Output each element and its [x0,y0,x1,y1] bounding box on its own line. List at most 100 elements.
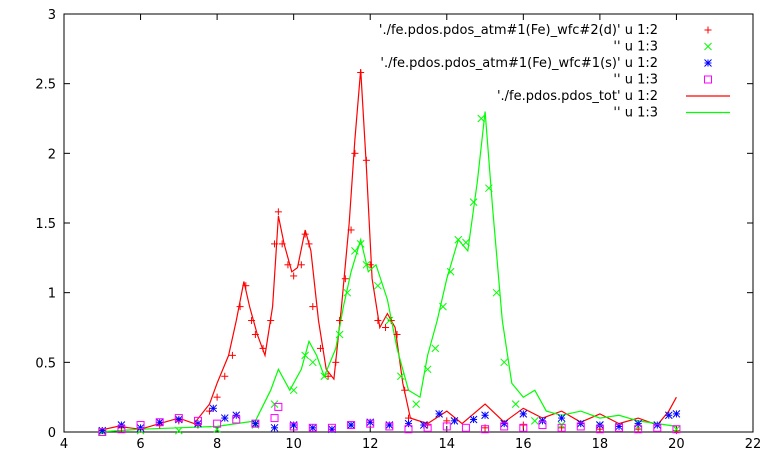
data-point [431,344,440,353]
data-point [232,415,241,424]
data-point [309,303,317,311]
data-point [213,393,221,401]
series-4 [98,69,677,432]
data-point [155,418,164,427]
data-point [477,114,486,123]
x-tick-label: 14 [439,437,456,452]
data-point [308,358,317,367]
legend-marker-sample [704,26,712,34]
data-point [615,423,624,432]
data-point [519,421,527,429]
data-point [351,247,359,255]
data-point [500,358,509,367]
x-tick-label: 16 [515,437,532,452]
legend-entry: '' u 1:3 [613,40,712,55]
legend-label: '' u 1:3 [613,73,658,88]
data-point [248,317,256,325]
data-point [251,419,260,428]
legend-marker-sample [704,42,712,51]
data-point [374,281,382,290]
series-1 [98,114,681,436]
data-point [347,421,355,429]
data-point [442,422,451,431]
data-point [576,419,585,428]
legend-entry: './fe.pdos.pdos_atm#1(Fe)_wfc#2(d)' u 1:… [379,23,712,38]
data-point [209,404,218,413]
data-point [382,324,390,331]
data-point [481,425,490,434]
data-point [557,423,566,432]
data-point [193,416,202,425]
data-point [341,275,349,283]
data-point [357,69,365,77]
data-point [336,317,344,325]
series-5 [98,111,677,433]
legend-label: './fe.pdos.pdos_atm#1(Fe)_wfc#1(s)' u 1:… [380,56,658,71]
data-point [492,288,501,297]
data-point [519,423,528,432]
series-layer [98,69,681,436]
data-point [205,407,213,415]
data-point [362,260,371,269]
legend-entry: '' u 1:3 [613,73,712,88]
legend-entry: '' u 1:3 [613,106,730,121]
series-line [98,111,677,433]
data-point [511,400,520,408]
data-point [366,261,374,269]
data-point [236,303,244,311]
data-point [332,358,340,366]
data-point [461,423,470,432]
x-tick-label: 6 [136,437,144,452]
data-point [327,423,336,432]
data-point [251,330,259,338]
legend-label: './fe.pdos.pdos_atm#1(Fe)_wfc#2(d)' u 1:… [379,23,658,38]
data-point [423,365,432,374]
data-point [672,410,681,418]
data-point [194,419,202,428]
data-point [351,149,359,157]
data-point [538,416,547,425]
data-point [634,425,643,434]
data-point [301,230,309,238]
data-point [439,302,447,311]
data-point [117,421,126,429]
data-point [267,317,275,325]
x-tick-label: 20 [668,437,685,452]
data-point [481,411,489,420]
data-point [423,423,432,432]
data-point [289,386,298,395]
data-point [232,411,241,420]
data-point [320,372,329,381]
data-point [412,400,421,408]
data-point [297,261,305,269]
data-point [259,344,267,352]
data-point [653,423,662,432]
data-point [324,372,332,380]
data-point [284,261,292,269]
y-tick-label: 2 [48,147,56,162]
data-point [316,344,324,352]
data-point [305,240,313,248]
data-point [213,419,222,428]
series-line [98,69,677,432]
data-point [557,421,566,429]
data-point [308,423,317,432]
legend-label: './fe.pdos.pdos_tot' u 1:2 [497,89,658,104]
data-point [485,184,493,193]
data-point [672,425,681,434]
data-point [596,421,604,429]
data-point [117,425,126,434]
data-point [274,402,283,411]
data-point [347,421,356,430]
data-point [374,317,382,325]
legend: './fe.pdos.pdos_atm#1(Fe)_wfc#2(d)' u 1:… [379,23,730,121]
data-point [672,425,681,434]
data-point [450,416,459,425]
data-point [174,426,183,435]
data-point [500,419,509,428]
data-point [435,410,443,418]
data-point [98,428,107,436]
data-point [228,351,236,359]
x-tick-label: 4 [60,437,68,452]
